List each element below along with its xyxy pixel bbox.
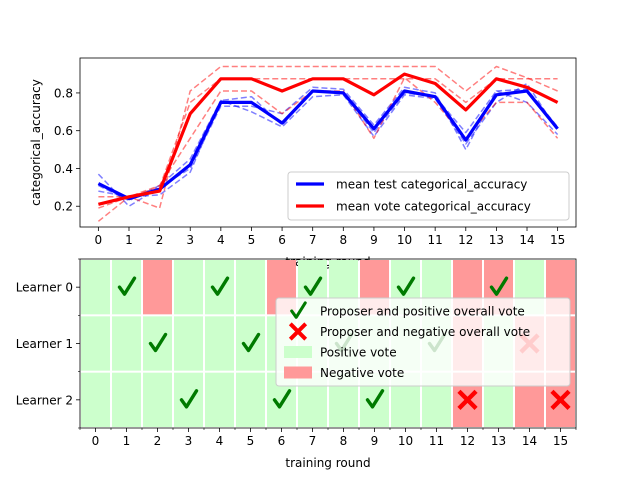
x-tick-label: 4 bbox=[216, 434, 224, 448]
x-tick-label: 11 bbox=[428, 233, 443, 247]
x-tick-label: 15 bbox=[550, 233, 565, 247]
proposer-cross-icon bbox=[457, 389, 478, 410]
vote-cell bbox=[174, 316, 203, 371]
vote-cell bbox=[81, 260, 110, 315]
x-tick-label: 13 bbox=[491, 434, 506, 448]
vote-cell bbox=[236, 372, 265, 427]
series-line-0 bbox=[97, 89, 559, 201]
proposer-check-icon bbox=[365, 389, 385, 409]
proposer-check-icon bbox=[241, 332, 261, 353]
y-tick-label: 0.8 bbox=[54, 86, 73, 100]
legend-patch bbox=[284, 346, 312, 358]
x-tick-label: 8 bbox=[339, 233, 347, 247]
vote-cell bbox=[81, 372, 110, 427]
proposer-check-icon bbox=[179, 389, 199, 409]
x-tick-label: 2 bbox=[156, 233, 164, 247]
proposer-check-icon bbox=[117, 276, 137, 296]
y-tick-label: 0.4 bbox=[54, 162, 73, 176]
learner-label: Learner 2 bbox=[16, 393, 73, 407]
vote-cell bbox=[143, 260, 172, 315]
accuracy-line-chart: 0 1 2 3 4 5 6 7 8 9 10 11 12 13 14 150.20.40.60.8 categ… bbox=[29, 57, 577, 269]
learner-label: Learner 1 bbox=[16, 337, 73, 351]
x-tick-label: 4 bbox=[217, 233, 225, 247]
vote-cell bbox=[143, 316, 172, 371]
legend-patch bbox=[284, 366, 312, 379]
x-tick-label: 5 bbox=[248, 233, 256, 247]
x-tick-label: 3 bbox=[185, 434, 193, 448]
x-tick-label: 6 bbox=[278, 233, 286, 247]
vote-cell bbox=[112, 316, 141, 371]
x-tick-label: 12 bbox=[460, 434, 475, 448]
vote-cell bbox=[112, 260, 141, 315]
x-tick-label: 11 bbox=[429, 434, 444, 448]
vote-cell bbox=[174, 260, 203, 315]
accuracy-series-group bbox=[97, 65, 559, 222]
x-tick-label: 7 bbox=[309, 434, 317, 448]
x-tick-label: 8 bbox=[340, 434, 348, 448]
x-tick-label: 1 bbox=[125, 233, 133, 247]
vote-cell bbox=[236, 260, 265, 315]
series-line-1 bbox=[98, 72, 559, 206]
x-tick-label: 10 bbox=[398, 434, 413, 448]
vote-cell bbox=[174, 372, 203, 427]
legend-label: Positive vote bbox=[320, 346, 397, 360]
accuracy-y-axis-label: categorical_accuracy bbox=[29, 79, 43, 206]
accuracy-plot-frame bbox=[79, 57, 577, 228]
legend-label: Proposer and positive overall vote bbox=[320, 305, 525, 319]
vote-cell bbox=[143, 372, 172, 427]
x-tick-label: 0 bbox=[92, 434, 100, 448]
proposer-check-icon bbox=[303, 276, 323, 296]
y-tick-label: 0.6 bbox=[54, 124, 73, 138]
vote-x-axis-label: training round bbox=[285, 456, 370, 470]
proposer-check-icon bbox=[210, 276, 230, 296]
proposer-check-icon bbox=[489, 276, 509, 296]
x-tick-label: 2 bbox=[154, 434, 162, 448]
vote-legend: Proposer and positive overall vote Propos… bbox=[275, 297, 571, 387]
vote-cell bbox=[81, 316, 110, 371]
proposer-check-icon bbox=[396, 276, 416, 296]
x-tick-label: 7 bbox=[309, 233, 317, 247]
legend-cross-icon bbox=[288, 322, 308, 341]
x-tick-label: 12 bbox=[458, 233, 473, 247]
x-tick-label: 9 bbox=[371, 434, 379, 448]
legend-label: mean test categorical_accuracy bbox=[336, 178, 527, 192]
y-tick-label: 0.2 bbox=[54, 200, 73, 214]
x-tick-label: 10 bbox=[397, 233, 412, 247]
x-tick-label: 1 bbox=[123, 434, 131, 448]
legend-box bbox=[287, 171, 570, 221]
x-tick-label: 9 bbox=[370, 233, 378, 247]
proposer-check-icon bbox=[272, 389, 292, 409]
proposer-check-icon bbox=[148, 332, 168, 353]
vote-cell bbox=[205, 372, 234, 427]
vote-cell bbox=[236, 316, 265, 371]
proposer-cross-icon bbox=[550, 389, 571, 410]
learner-label: Learner 0 bbox=[16, 281, 73, 295]
legend-label: Negative vote bbox=[320, 366, 404, 380]
x-tick-label: 0 bbox=[95, 233, 103, 247]
x-tick-label: 14 bbox=[519, 233, 534, 247]
x-tick-label: 3 bbox=[186, 233, 194, 247]
vote-cell bbox=[112, 372, 141, 427]
x-tick-label: 15 bbox=[553, 434, 568, 448]
series-line-5 bbox=[97, 65, 558, 222]
legend-box bbox=[275, 297, 571, 387]
x-tick-label: 14 bbox=[522, 434, 537, 448]
legend-label: mean vote categorical_accuracy bbox=[336, 200, 531, 214]
series-line-3 bbox=[98, 82, 559, 202]
legend-check-icon bbox=[290, 301, 307, 319]
x-tick-label: 6 bbox=[278, 434, 286, 448]
vote-cell bbox=[205, 260, 234, 315]
legend-label: Proposer and negative overall vote bbox=[320, 325, 530, 339]
x-tick-label: 5 bbox=[247, 434, 255, 448]
x-tick-label: 13 bbox=[489, 233, 504, 247]
vote-cell bbox=[205, 316, 234, 371]
